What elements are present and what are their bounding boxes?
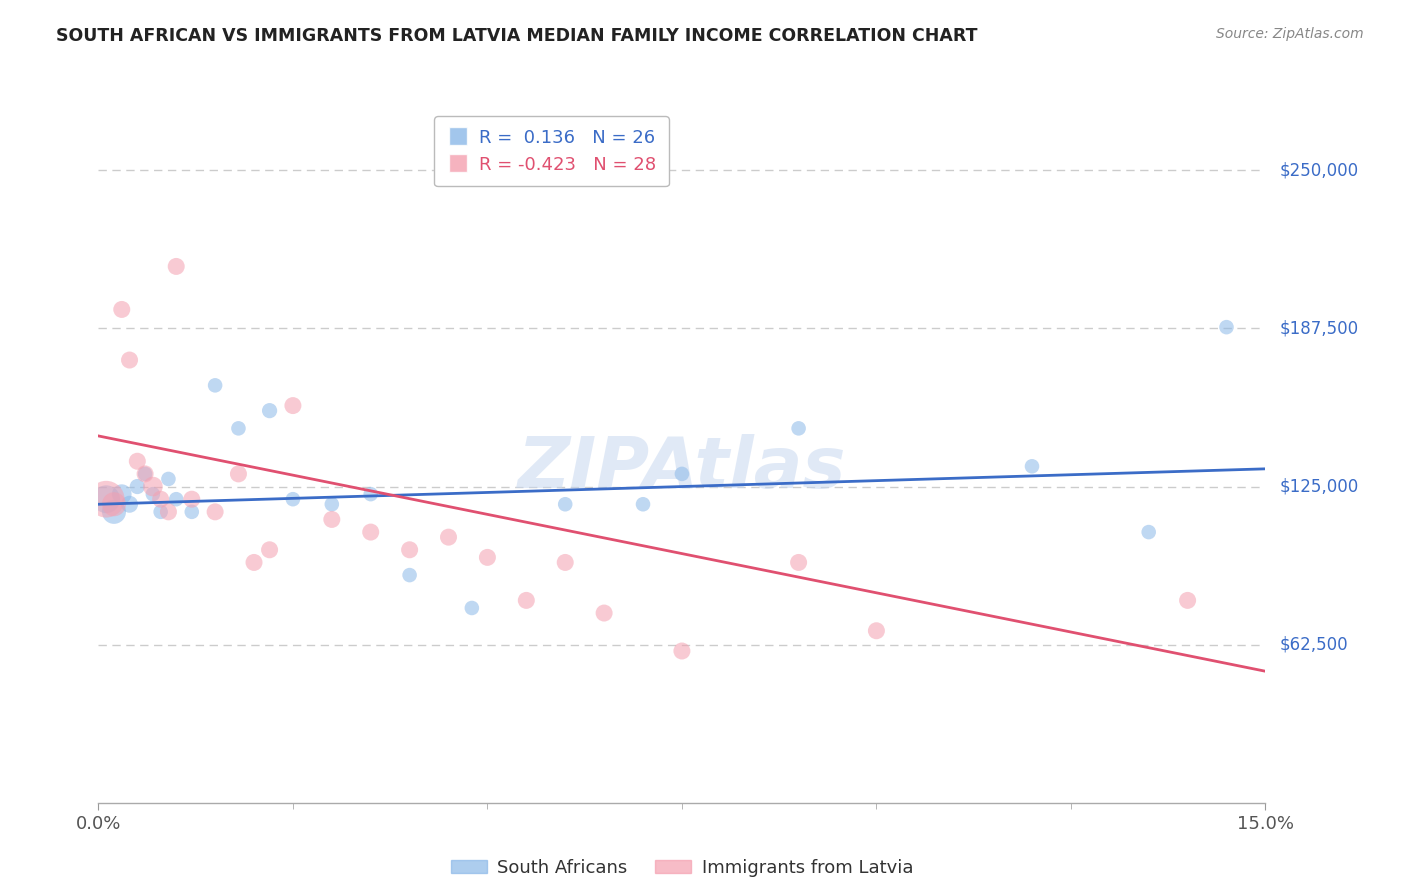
Point: [631, 497, 654, 511]
Point: [398, 542, 420, 557]
Point: [111, 302, 134, 317]
Point: [204, 505, 226, 519]
Point: [228, 467, 250, 481]
Point: [360, 525, 382, 540]
Text: $125,000: $125,000: [1279, 477, 1358, 496]
Point: [398, 568, 420, 582]
Point: [671, 467, 693, 481]
Legend: South Africans, Immigrants from Latvia: South Africans, Immigrants from Latvia: [443, 852, 921, 884]
Point: [96, 492, 118, 507]
Point: [321, 512, 343, 526]
Point: [134, 467, 156, 481]
Point: [149, 492, 172, 507]
Point: [259, 542, 281, 557]
Point: [437, 530, 460, 544]
Point: [103, 505, 125, 519]
Point: [165, 492, 187, 507]
Point: [103, 497, 125, 511]
Point: [118, 353, 141, 368]
Point: [360, 487, 382, 501]
Point: [157, 472, 180, 486]
Point: [593, 606, 616, 620]
Point: [127, 454, 149, 468]
Point: [149, 505, 172, 519]
Text: $250,000: $250,000: [1279, 161, 1358, 179]
Point: [96, 492, 118, 507]
Point: [321, 497, 343, 511]
Point: [157, 505, 180, 519]
Text: ZIPAtlas: ZIPAtlas: [517, 434, 846, 503]
Point: [204, 378, 226, 392]
Point: [787, 421, 810, 435]
Point: [281, 492, 304, 507]
Point: [165, 260, 187, 274]
Text: Source: ZipAtlas.com: Source: ZipAtlas.com: [1216, 27, 1364, 41]
Point: [1215, 320, 1237, 334]
Point: [671, 644, 693, 658]
Point: [787, 556, 810, 570]
Point: [515, 593, 537, 607]
Text: $62,500: $62,500: [1279, 636, 1348, 654]
Point: [259, 403, 281, 417]
Point: [1137, 525, 1160, 540]
Point: [118, 497, 141, 511]
Point: [111, 487, 134, 501]
Text: SOUTH AFRICAN VS IMMIGRANTS FROM LATVIA MEDIAN FAMILY INCOME CORRELATION CHART: SOUTH AFRICAN VS IMMIGRANTS FROM LATVIA …: [56, 27, 977, 45]
Point: [228, 421, 250, 435]
Text: $187,500: $187,500: [1279, 319, 1358, 337]
Point: [1021, 459, 1043, 474]
Point: [865, 624, 887, 638]
Point: [554, 556, 576, 570]
Point: [142, 487, 165, 501]
Point: [180, 505, 202, 519]
Point: [243, 556, 266, 570]
Point: [477, 550, 499, 565]
Point: [461, 601, 484, 615]
Point: [180, 492, 202, 507]
Point: [127, 479, 149, 493]
Point: [134, 467, 156, 481]
Point: [142, 479, 165, 493]
Point: [1177, 593, 1199, 607]
Point: [554, 497, 576, 511]
Point: [281, 399, 304, 413]
